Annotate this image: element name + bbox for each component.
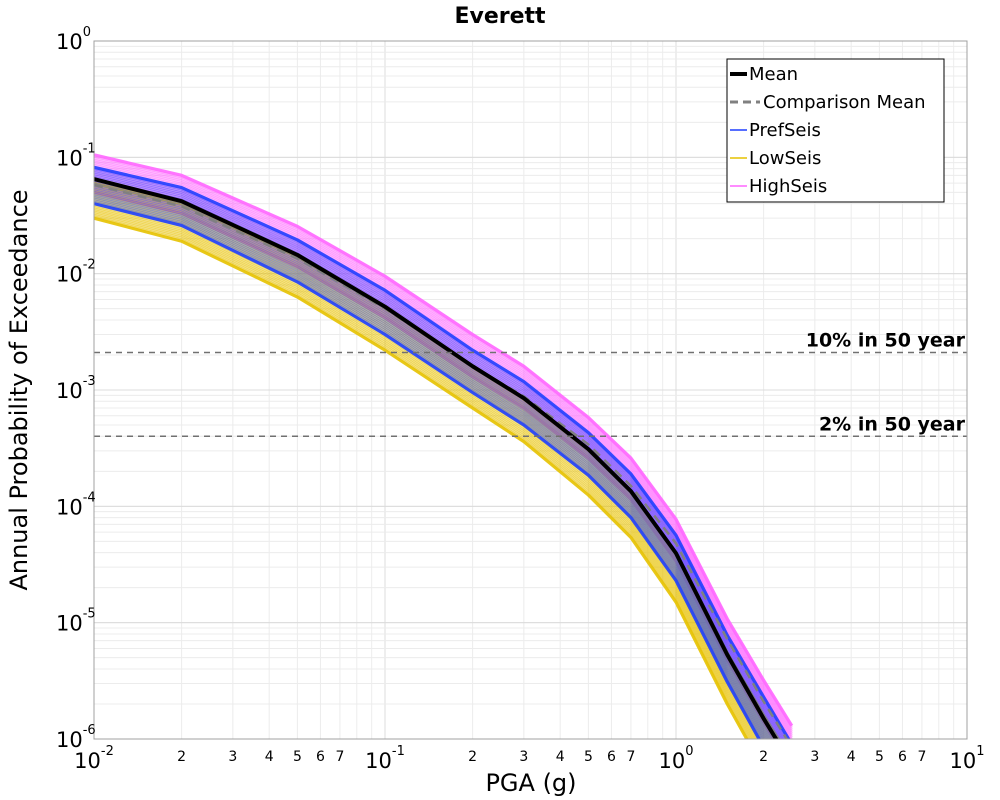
x-tick-label: 10-1 bbox=[365, 744, 405, 773]
band-curve bbox=[94, 195, 766, 739]
legend-label-comparison-mean: Comparison Mean bbox=[763, 92, 926, 113]
x-minor-tick-label: 7 bbox=[335, 749, 344, 765]
band-curve bbox=[94, 196, 767, 739]
band-curve bbox=[94, 188, 774, 739]
band-curve bbox=[94, 208, 755, 739]
x-minor-tick-label: 2 bbox=[177, 749, 186, 765]
x-minor-tick-label: 6 bbox=[607, 749, 616, 765]
band-curve bbox=[94, 192, 769, 739]
x-minor-tick-label: 2 bbox=[468, 749, 477, 765]
band-curve bbox=[94, 186, 776, 739]
plot-frame bbox=[93, 40, 968, 740]
band-curve bbox=[94, 205, 758, 739]
x-minor-tick-label: 5 bbox=[875, 749, 884, 765]
band-curve bbox=[94, 162, 793, 737]
band-curve bbox=[94, 175, 786, 739]
series-lines bbox=[94, 177, 789, 739]
legend-label-lowseis: LowSeis bbox=[749, 148, 821, 169]
band-curve bbox=[94, 216, 749, 739]
band-curve bbox=[94, 213, 751, 739]
band-curve bbox=[94, 153, 794, 727]
legend-label-prefseis: PrefSeis bbox=[749, 120, 821, 141]
band-curve bbox=[94, 200, 762, 739]
band-curve bbox=[94, 160, 793, 735]
band-curve bbox=[94, 189, 772, 739]
x-minor-tick-label: 6 bbox=[316, 749, 325, 765]
band-curve bbox=[94, 175, 783, 739]
y-tick-label: 100 bbox=[56, 25, 91, 54]
y-tick-label: 10-3 bbox=[56, 374, 96, 403]
band-curve bbox=[94, 193, 770, 739]
band-curve bbox=[94, 185, 775, 739]
legend: Mean Comparison Mean PrefSeis LowSeis Hi… bbox=[726, 58, 945, 203]
x-minor-tick-label: 4 bbox=[556, 749, 565, 765]
band-curve bbox=[94, 199, 764, 739]
band-curve bbox=[94, 189, 773, 739]
band-curve bbox=[94, 177, 785, 739]
band-curve bbox=[94, 197, 765, 739]
grid bbox=[93, 40, 968, 740]
y-tick-label: 10-4 bbox=[56, 490, 96, 519]
reference-line-label: 10% in 50 year bbox=[806, 330, 966, 352]
band-curve bbox=[94, 158, 793, 733]
band-curve bbox=[94, 212, 753, 739]
reference-line-label: 2% in 50 year bbox=[819, 413, 966, 435]
y-axis-ticks: 100 10-1 10-2 10-3 10-4 10-5 10-6 bbox=[56, 25, 96, 752]
x-minor-tick-label: 3 bbox=[228, 749, 237, 765]
x-tick-label: 10-2 bbox=[74, 744, 114, 773]
x-axis-label: PGA (g) bbox=[485, 769, 576, 797]
y-tick-label: 10-2 bbox=[56, 258, 96, 287]
band-curve bbox=[94, 215, 750, 739]
y-tick-label: 10-1 bbox=[56, 141, 96, 170]
band-curve bbox=[94, 163, 793, 739]
comparison-mean-line bbox=[94, 183, 789, 739]
band-curve bbox=[94, 157, 793, 731]
x-minor-tick-label: 3 bbox=[810, 749, 819, 765]
band-curve bbox=[94, 190, 776, 739]
mean-line bbox=[94, 177, 779, 739]
band-curve bbox=[94, 199, 764, 739]
x-minor-tick-label: 5 bbox=[293, 749, 302, 765]
legend-label-highseis: HighSeis bbox=[749, 176, 827, 197]
band-curve bbox=[94, 194, 768, 739]
band-curve bbox=[94, 187, 773, 739]
x-minor-tick-label: 3 bbox=[519, 749, 528, 765]
band-curve bbox=[94, 210, 754, 739]
legend-box bbox=[726, 58, 945, 203]
y-tick-label: 10-5 bbox=[56, 607, 96, 636]
y-axis-label: Annual Probability of Exceedance bbox=[5, 189, 33, 590]
x-minor-tick-label: 6 bbox=[898, 749, 907, 765]
x-minor-tick-label: 5 bbox=[584, 749, 593, 765]
reference-lines: 10% in 50 year 2% in 50 year bbox=[94, 330, 967, 438]
y-tick-label: 10-6 bbox=[56, 723, 96, 752]
x-minor-tick-label: 2 bbox=[759, 749, 768, 765]
band-curve bbox=[94, 202, 761, 739]
x-minor-tick-label: 7 bbox=[917, 749, 926, 765]
band-curve bbox=[94, 207, 757, 739]
x-tick-label: 100 bbox=[658, 744, 693, 773]
x-minor-tick-label: 4 bbox=[847, 749, 856, 765]
x-minor-tick-label: 4 bbox=[265, 749, 274, 765]
x-tick-label: 101 bbox=[949, 744, 984, 773]
band-curve bbox=[94, 174, 784, 739]
legend-label-mean: Mean bbox=[749, 64, 798, 85]
band-curve bbox=[94, 197, 765, 739]
band-curve bbox=[94, 172, 785, 739]
x-minor-tick-label: 7 bbox=[626, 749, 635, 765]
band-curve bbox=[94, 194, 768, 739]
band-curve bbox=[94, 165, 791, 739]
chart-title: Everett bbox=[454, 4, 546, 29]
